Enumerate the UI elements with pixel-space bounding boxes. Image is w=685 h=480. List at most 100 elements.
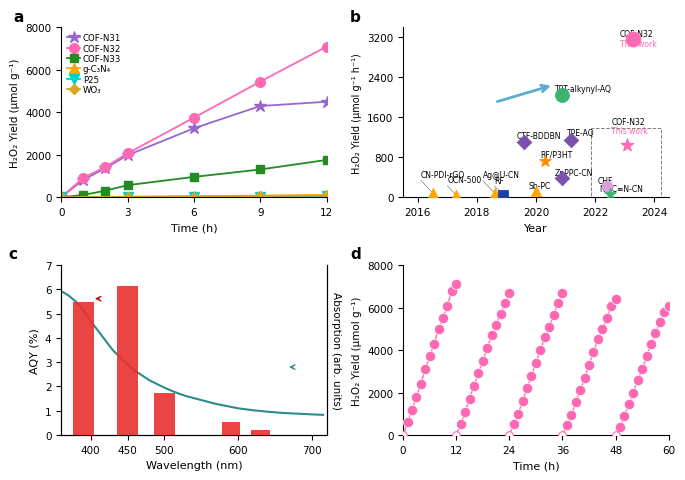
Point: [424, 353, 435, 360]
Point: [606, 302, 616, 310]
Text: TPE-AQ: TPE-AQ: [567, 129, 595, 138]
Point: [433, 325, 444, 333]
Point: [628, 389, 639, 396]
Point: [504, 431, 515, 439]
P25: [57, 195, 65, 201]
Text: RF/P3HT: RF/P3HT: [540, 150, 573, 159]
Text: CTF-BDDBN: CTF-BDDBN: [516, 132, 561, 141]
Y-axis label: AQY (%): AQY (%): [29, 327, 39, 373]
Point: [451, 192, 462, 200]
Line: COF-N33: COF-N33: [57, 156, 331, 202]
Text: c: c: [8, 247, 17, 262]
Point: [566, 411, 577, 419]
Y-axis label: Absorption (arb. units): Absorption (arb. units): [331, 291, 340, 409]
Point: [420, 366, 431, 373]
Point: [498, 192, 509, 199]
Point: [575, 387, 586, 395]
Point: [557, 92, 568, 99]
Point: [622, 142, 633, 149]
Text: b: b: [350, 10, 361, 24]
WO₃: [323, 193, 331, 199]
Text: This work: This work: [620, 40, 657, 49]
Point: [513, 410, 524, 418]
Point: [406, 406, 417, 413]
COF-N31: [123, 153, 132, 159]
g-C₃N₄: [323, 192, 331, 198]
Point: [504, 289, 515, 297]
COF-N33: [323, 158, 331, 164]
Point: [427, 190, 438, 197]
Point: [645, 340, 656, 348]
Text: Ag@U-CN: Ag@U-CN: [483, 171, 520, 180]
Bar: [117, 286, 138, 435]
COF-N31: [57, 195, 65, 201]
Point: [597, 325, 608, 333]
COF-N33: [190, 175, 198, 180]
Point: [663, 302, 674, 310]
Line: COF-N32: COF-N32: [56, 43, 332, 203]
Text: d: d: [350, 247, 361, 262]
Point: [571, 398, 582, 406]
WO₃: [256, 194, 264, 200]
P25: [256, 194, 264, 200]
Point: [486, 332, 497, 339]
g-C₃N₄: [190, 194, 198, 200]
Point: [650, 330, 661, 337]
Point: [601, 315, 612, 323]
Point: [628, 36, 639, 44]
X-axis label: Time (h): Time (h): [512, 460, 559, 470]
COF-N33: [256, 167, 264, 173]
P25: [190, 194, 198, 200]
Point: [619, 412, 630, 420]
Y-axis label: H₂O₂ Yield (μmol g⁻¹): H₂O₂ Yield (μmol g⁻¹): [10, 59, 20, 168]
Text: a: a: [13, 10, 24, 24]
Point: [490, 321, 501, 329]
g-C₃N₄: [57, 195, 65, 201]
Point: [530, 359, 541, 367]
Point: [438, 315, 449, 323]
Point: [482, 345, 493, 352]
Text: CHF: CHF: [598, 177, 613, 186]
Point: [614, 423, 625, 431]
Point: [464, 395, 475, 403]
Y-axis label: H₂O₂ Yield (μmol g⁻¹): H₂O₂ Yield (μmol g⁻¹): [351, 296, 362, 405]
COF-N32: [123, 151, 132, 157]
Point: [610, 296, 621, 303]
Point: [519, 139, 530, 147]
Text: TPT-alkynyl-AQ: TPT-alkynyl-AQ: [555, 84, 612, 94]
Text: Nv-C≡N-CN: Nv-C≡N-CN: [599, 184, 643, 193]
Point: [535, 347, 546, 354]
Bar: [73, 302, 94, 435]
Y-axis label: H₂O₂ Yield (μmol g⁻¹ h⁻¹): H₂O₂ Yield (μmol g⁻¹ h⁻¹): [351, 53, 362, 173]
Text: COF-N32: COF-N32: [611, 118, 645, 127]
Point: [447, 287, 458, 295]
Point: [489, 190, 500, 197]
g-C₃N₄: [256, 193, 264, 199]
Point: [508, 420, 519, 428]
Point: [442, 302, 453, 310]
Point: [415, 381, 426, 388]
Point: [557, 175, 568, 182]
Point: [517, 397, 528, 405]
WO₃: [190, 194, 198, 200]
Line: COF-N31: COF-N31: [55, 96, 333, 204]
Point: [530, 188, 541, 195]
COF-N33: [79, 192, 88, 198]
WO₃: [123, 194, 132, 200]
Point: [584, 361, 595, 369]
Text: This work: This work: [611, 127, 648, 136]
Bar: [251, 430, 269, 435]
Point: [548, 312, 559, 319]
Text: Sb-PC: Sb-PC: [529, 181, 551, 191]
g-C₃N₄: [123, 194, 132, 200]
X-axis label: Time (h): Time (h): [171, 223, 217, 233]
Point: [469, 383, 479, 390]
Point: [632, 376, 643, 384]
Text: CN-PDI-rGO: CN-PDI-rGO: [421, 170, 465, 180]
Point: [557, 289, 568, 297]
Point: [579, 374, 590, 382]
Line: WO₃: WO₃: [58, 192, 330, 201]
Point: [397, 431, 408, 439]
Line: P25: P25: [56, 192, 332, 203]
COF-N32: [79, 176, 88, 181]
